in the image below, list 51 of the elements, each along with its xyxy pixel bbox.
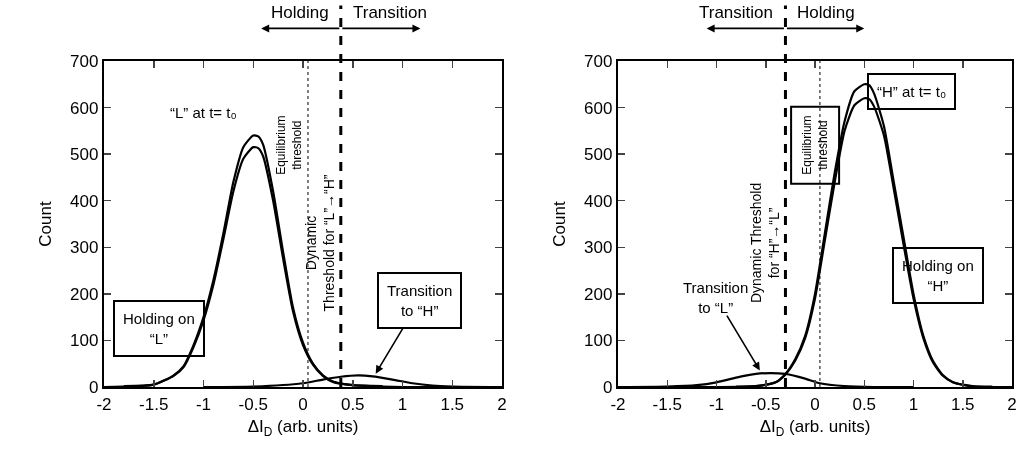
y-tick-label: 300: [70, 238, 99, 258]
x-tick-label: 0.5: [340, 394, 365, 414]
x-tick-label: 1: [908, 394, 919, 414]
ref-line-label: Dynamic Threshold for “H”→“L”: [747, 182, 783, 304]
x-tick-label: -1.5: [652, 394, 682, 414]
y-tick-label: 500: [70, 145, 99, 165]
x-tick-label: 0: [298, 394, 308, 414]
annotation: Transition to “H”: [387, 282, 453, 319]
annotation: Transition to “L”: [683, 279, 749, 316]
x-tick-label: 1.5: [950, 394, 975, 414]
x-tick-label: -1: [195, 394, 212, 414]
x-tick-label: 0: [810, 394, 820, 414]
text: Holding: [797, 3, 855, 22]
x-tick-label: 1: [397, 394, 408, 414]
x-tick-label: -0.5: [751, 394, 781, 414]
annotation: Holding on “L”: [123, 310, 195, 347]
text: Transition: [353, 3, 428, 22]
x-tick-label: -1: [708, 394, 725, 414]
y-tick-label: 600: [70, 98, 99, 118]
y-tick-label: 700: [70, 51, 99, 71]
y-tick-label: 200: [584, 284, 613, 304]
y-axis-title: Count: [550, 201, 570, 247]
x-tick-label: -1.5: [139, 394, 169, 414]
y-tick-label: 400: [584, 191, 613, 211]
x-axis-title: ΔI$_{D}$ (arb. units): [247, 417, 359, 439]
y-tick-label: 700: [584, 51, 613, 71]
x-tick-label: 0.5: [852, 394, 877, 414]
y-tick-label: 100: [70, 331, 99, 351]
text: Holding: [271, 3, 329, 22]
y-tick-label: 600: [584, 98, 613, 118]
annotation: “H” at t= t₀: [877, 83, 947, 100]
y-tick-label: 400: [70, 191, 99, 211]
ref-line-label: Equilibrium threshold: [800, 115, 830, 175]
x-tick-label: 1.5: [440, 394, 465, 414]
ref-line-label: Dynamic Threshold for “L”→“H”: [303, 174, 338, 312]
x-tick-label: -0.5: [238, 394, 268, 414]
y-tick-label: 300: [584, 238, 613, 258]
text: Transition: [699, 3, 774, 22]
y-tick-label: 0: [88, 377, 99, 397]
ref-line-label: Equilibrium threshold: [274, 115, 304, 175]
y-tick-label: 200: [70, 284, 99, 304]
annotation: “L” at t= t₀: [170, 104, 237, 121]
x-tick-label: 2: [497, 394, 507, 414]
x-axis-title: ΔI$_{D}$ (arb. units): [759, 417, 871, 439]
y-tick-label: 0: [602, 377, 613, 397]
y-tick-label: 100: [584, 331, 613, 351]
x-tick-label: 2: [1007, 394, 1017, 414]
y-axis-title: Count: [36, 201, 56, 247]
x-tick-label: -2: [96, 394, 112, 414]
y-tick-label: 500: [584, 145, 613, 165]
x-tick-label: -2: [610, 394, 626, 414]
